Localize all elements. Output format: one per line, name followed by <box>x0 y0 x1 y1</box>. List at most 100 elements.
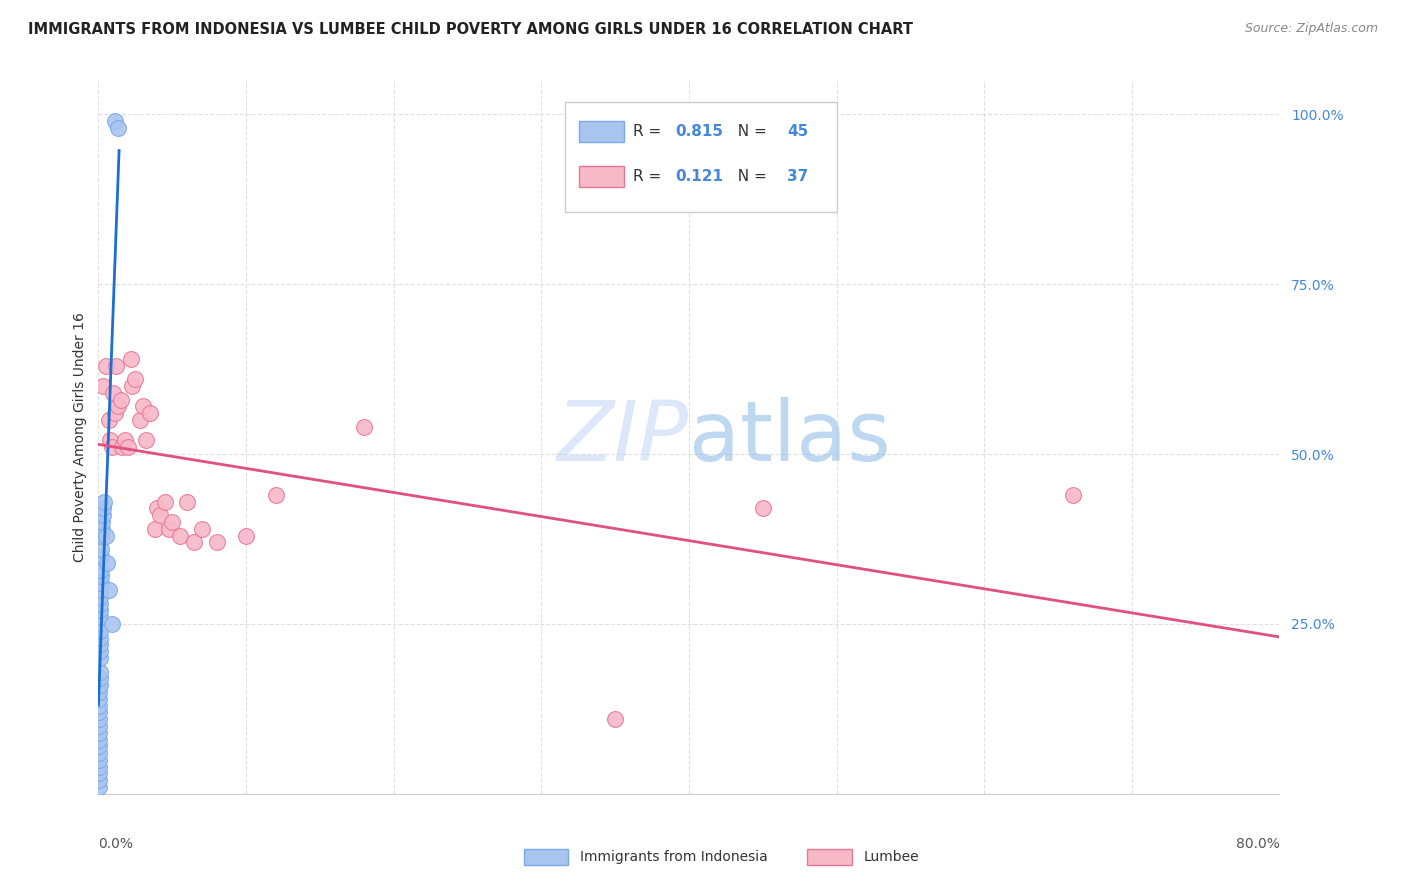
Point <box>605 712 627 726</box>
Point <box>90 569 112 583</box>
Text: R =: R = <box>634 169 666 184</box>
FancyBboxPatch shape <box>579 166 624 187</box>
Point <box>100 617 122 632</box>
Text: R =: R = <box>634 124 666 139</box>
Text: 0.0%: 0.0% <box>98 837 134 851</box>
Point <box>353 420 375 434</box>
Text: ZIP: ZIP <box>557 397 689 477</box>
Point <box>111 440 134 454</box>
Point <box>169 528 191 542</box>
Point <box>87 773 110 788</box>
Point <box>1062 488 1084 502</box>
Point <box>128 413 150 427</box>
Text: Immigrants from Indonesia: Immigrants from Indonesia <box>581 850 768 863</box>
Point <box>87 780 110 794</box>
Point <box>89 603 111 617</box>
Point <box>191 522 214 536</box>
Point <box>91 501 114 516</box>
Point <box>89 651 111 665</box>
Point <box>100 440 122 454</box>
FancyBboxPatch shape <box>523 849 568 864</box>
Point <box>93 494 115 508</box>
Point <box>205 535 228 549</box>
Point <box>89 725 111 739</box>
Point <box>90 528 112 542</box>
Point <box>149 508 172 523</box>
Point <box>139 406 162 420</box>
Point <box>89 678 111 692</box>
Point <box>157 522 180 536</box>
Point <box>89 671 111 685</box>
Point <box>89 706 111 720</box>
Point <box>124 372 146 386</box>
Point <box>107 400 129 414</box>
Text: 45: 45 <box>787 124 808 139</box>
Point <box>107 120 129 135</box>
Point <box>90 549 112 563</box>
Point <box>91 515 114 529</box>
Point <box>89 590 111 604</box>
Text: 0.815: 0.815 <box>675 124 723 139</box>
Point <box>103 385 125 400</box>
Point <box>162 515 183 529</box>
Point <box>90 576 112 591</box>
Point <box>183 535 205 549</box>
Point <box>94 528 117 542</box>
Point <box>143 522 166 536</box>
Point <box>121 379 143 393</box>
Text: 80.0%: 80.0% <box>1236 837 1279 851</box>
Point <box>89 685 111 699</box>
Point <box>104 406 127 420</box>
Point <box>89 582 111 597</box>
FancyBboxPatch shape <box>807 849 852 864</box>
FancyBboxPatch shape <box>565 102 837 212</box>
Point <box>117 440 139 454</box>
Point <box>89 712 111 726</box>
Text: 37: 37 <box>787 169 808 184</box>
Point <box>120 351 142 366</box>
Point <box>89 644 111 658</box>
Point <box>89 637 111 651</box>
Point <box>110 392 132 407</box>
Point <box>135 434 157 448</box>
Point <box>87 753 110 767</box>
Point <box>104 114 127 128</box>
Point <box>89 732 111 747</box>
Point <box>114 434 136 448</box>
Text: 0.121: 0.121 <box>675 169 723 184</box>
FancyBboxPatch shape <box>579 121 624 143</box>
Point <box>132 400 155 414</box>
Text: Lumbee: Lumbee <box>863 850 920 863</box>
Point <box>105 359 128 373</box>
Text: atlas: atlas <box>689 397 890 477</box>
Point <box>97 582 120 597</box>
Point <box>89 597 111 611</box>
Point <box>89 698 111 713</box>
Point <box>94 359 117 373</box>
Point <box>89 631 111 645</box>
Text: Source: ZipAtlas.com: Source: ZipAtlas.com <box>1244 22 1378 36</box>
Point <box>176 494 198 508</box>
Point <box>87 746 110 760</box>
Point <box>153 494 176 508</box>
Point <box>98 434 121 448</box>
Point <box>90 522 112 536</box>
Point <box>89 610 111 624</box>
Point <box>87 760 110 774</box>
Text: N =: N = <box>728 169 772 184</box>
Point <box>235 528 257 542</box>
Point <box>90 542 112 557</box>
Point <box>146 501 169 516</box>
Point <box>89 665 111 679</box>
Point <box>752 501 775 516</box>
Point <box>89 739 111 754</box>
Point <box>89 719 111 733</box>
Point <box>90 563 112 577</box>
Text: N =: N = <box>728 124 772 139</box>
Point <box>91 379 114 393</box>
Text: IMMIGRANTS FROM INDONESIA VS LUMBEE CHILD POVERTY AMONG GIRLS UNDER 16 CORRELATI: IMMIGRANTS FROM INDONESIA VS LUMBEE CHIL… <box>28 22 912 37</box>
Point <box>264 488 287 502</box>
Point <box>87 766 110 780</box>
Point <box>96 556 118 570</box>
Point <box>89 691 111 706</box>
